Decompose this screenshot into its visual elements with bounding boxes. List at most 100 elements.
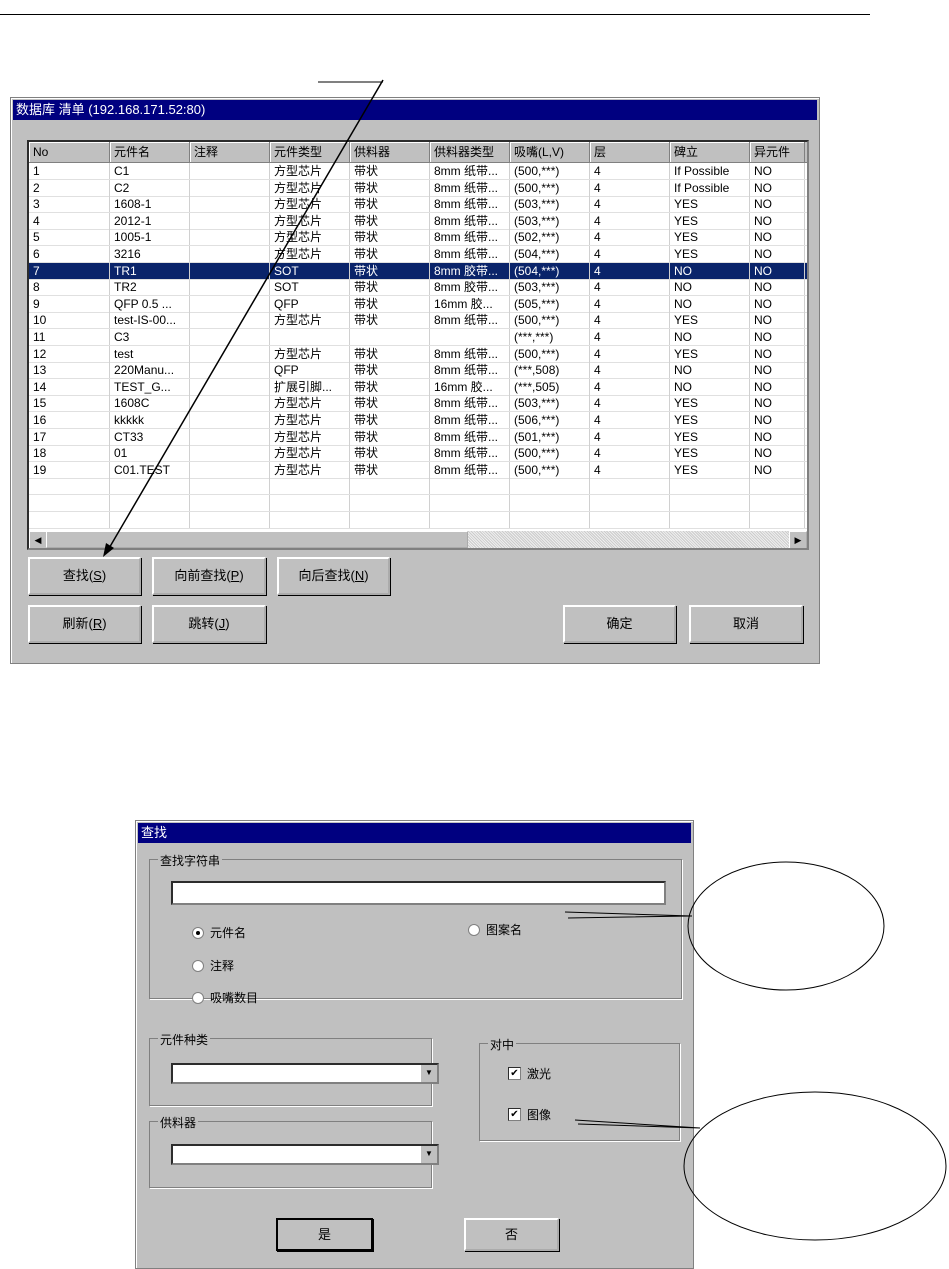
empty-row[interactable] — [29, 478, 807, 496]
table-cell: 1608C — [110, 395, 190, 412]
search-input[interactable] — [171, 881, 666, 905]
table-cell: 4 — [590, 412, 670, 428]
radio-comment[interactable]: 注释 — [192, 957, 234, 974]
table-cell — [350, 511, 430, 528]
table-cell: (500,***) — [510, 445, 590, 462]
table-cell: 18 — [29, 445, 110, 462]
table-cell: (506,***) — [510, 412, 590, 428]
table-row[interactable]: 9 QFP 0.5 ... QFP 带状 16mm 胶... (505,***) 4 NO NO — [29, 295, 807, 313]
horizontal-scrollbar[interactable]: ◀ ▶ — [29, 531, 807, 548]
jump-button[interactable]: 跳转(J) — [152, 605, 266, 643]
table-cell: SOT — [270, 279, 350, 296]
table-row[interactable]: 3 1608-1 方型芯片 带状 8mm 纸带... (503,***) 4 YES NO — [29, 196, 807, 214]
table-cell — [190, 212, 270, 229]
table-row[interactable]: 11 C3 (***,***) 4 NO NO — [29, 329, 807, 346]
table-cell — [29, 495, 110, 511]
table-cell: 8mm 纸带... — [430, 212, 510, 229]
table-cell: (500,***) — [510, 345, 590, 362]
table-cell: 5 — [29, 229, 110, 246]
table-cell: (500,***) — [510, 312, 590, 329]
table-cell: 10 — [29, 312, 110, 329]
radio-icon — [192, 959, 204, 972]
chevron-down-icon[interactable]: ▼ — [420, 1146, 437, 1163]
table-cell: (501,***) — [510, 428, 590, 445]
find-next-button[interactable]: 向后查找(N) — [277, 557, 390, 595]
table-cell: 4 — [590, 295, 670, 312]
scroll-right-button[interactable]: ▶ — [789, 531, 807, 548]
table-cell: 01 — [110, 445, 190, 462]
table-row[interactable]: 7 TR1 SOT 带状 8mm 胶带... (504,***) 4 NO NO — [29, 262, 807, 280]
table-row[interactable]: 19 C01.TEST 方型芯片 带状 8mm 纸带... (500,***) 4 YES NO — [29, 461, 807, 479]
column-header[interactable]: 层 — [590, 142, 670, 162]
yes-button[interactable]: 是 — [276, 1218, 373, 1251]
table-row[interactable]: 4 2012-1 方型芯片 带状 8mm 纸带... (503,***) 4 YES NO — [29, 212, 807, 230]
radio-pattern-name[interactable]: 图案名 — [468, 921, 522, 938]
table-cell: 4 — [590, 196, 670, 213]
table-cell — [29, 511, 110, 528]
table-cell: 8mm 纸带... — [430, 246, 510, 262]
table-cell: 14 — [29, 378, 110, 395]
table-cell: 方型芯片 — [270, 461, 350, 478]
table-row[interactable]: 12 test 方型芯片 带状 8mm 纸带... (500,***) 4 YES NO — [29, 345, 807, 363]
ok-button[interactable]: 确定 — [563, 605, 676, 643]
radio-part-name[interactable]: 元件名 — [192, 924, 246, 941]
centering-group: 对中 ✔ 激光 ✔ 图像 — [479, 1036, 680, 1141]
table-cell — [750, 511, 805, 528]
image-checkbox[interactable]: ✔ 图像 — [508, 1106, 551, 1123]
check-icon: ✔ — [508, 1108, 521, 1121]
table-row[interactable]: 8 TR2 SOT 带状 8mm 胶带... (503,***) 4 NO NO — [29, 279, 807, 297]
laser-checkbox[interactable]: ✔ 激光 — [508, 1065, 551, 1082]
column-header[interactable]: 碑立 — [670, 142, 750, 162]
table-cell — [190, 378, 270, 395]
radio-nozzle-count[interactable]: 吸嘴数目 — [192, 989, 258, 1006]
column-header[interactable]: 元件名 — [110, 142, 190, 162]
column-header[interactable]: 异元件 — [750, 142, 805, 162]
empty-row[interactable] — [29, 511, 807, 529]
table-row[interactable]: 16 kkkkk 方型芯片 带状 8mm 纸带... (506,***) 4 YES NO — [29, 412, 807, 429]
table-cell: 4 — [590, 461, 670, 478]
find-button[interactable]: 查找(S) — [28, 557, 141, 595]
part-type-select[interactable]: ▼ — [171, 1063, 439, 1084]
table-row[interactable]: 17 CT33 方型芯片 带状 8mm 纸带... (501,***) 4 YES NO — [29, 428, 807, 446]
table-cell: C01.TEST — [110, 461, 190, 478]
column-header[interactable]: 注释 — [190, 142, 270, 162]
table-cell: NO — [750, 163, 805, 179]
table-cell: 4 — [590, 163, 670, 179]
column-header[interactable]: 元件类型 — [270, 142, 350, 162]
table-row[interactable]: 1 C1 方型芯片 带状 8mm 纸带... (500,***) 4 If Possible N… — [29, 163, 807, 180]
table-row[interactable]: 14 TEST_G... 扩展引脚... 带状 16mm 胶... (***,505) 4 N… — [29, 378, 807, 396]
column-header[interactable]: 供料器类型 — [430, 142, 510, 162]
table-cell: 8mm 纸带... — [430, 163, 510, 179]
table-cell: 8mm 纸带... — [430, 345, 510, 362]
table-cell: (500,***) — [510, 179, 590, 196]
chevron-down-icon[interactable]: ▼ — [420, 1065, 437, 1082]
table-row[interactable]: 15 1608C 方型芯片 带状 8mm 纸带... (503,***) 4 YES NO — [29, 395, 807, 413]
cancel-button[interactable]: 取消 — [689, 605, 803, 643]
table-row[interactable]: 13 220Manu... QFP 带状 8mm 纸带... (***,508) 4 NO NO — [29, 362, 807, 380]
table-cell — [190, 279, 270, 296]
table-cell: TR1 — [110, 262, 190, 279]
table-row[interactable]: 18 01 方型芯片 带状 8mm 纸带... (500,***) 4 YES NO — [29, 445, 807, 463]
table-row[interactable]: 10 test-IS-00... 方型芯片 带状 8mm 纸带... (500,***) 4… — [29, 312, 807, 330]
table-row[interactable]: 6 3216 方型芯片 带状 8mm 纸带... (504,***) 4 YES NO — [29, 246, 807, 263]
table-cell: (***,508) — [510, 362, 590, 379]
find-prev-button[interactable]: 向前查找(P) — [152, 557, 266, 595]
table-cell: 4 — [590, 179, 670, 196]
table-cell: SOT — [270, 262, 350, 279]
page-top-rule — [0, 14, 870, 15]
no-button[interactable]: 否 — [464, 1218, 559, 1251]
column-header[interactable]: 供料器 — [350, 142, 430, 162]
table-cell: YES — [670, 412, 750, 428]
column-header[interactable]: No — [29, 142, 110, 162]
table-cell — [190, 478, 270, 495]
table-row[interactable]: 2 C2 方型芯片 带状 8mm 纸带... (500,***) 4 If Possible N… — [29, 179, 807, 197]
refresh-button[interactable]: 刷新(R) — [28, 605, 141, 643]
feeder-select[interactable]: ▼ — [171, 1144, 439, 1165]
table-cell: 13 — [29, 362, 110, 379]
table-row[interactable]: 5 1005-1 方型芯片 带状 8mm 纸带... (502,***) 4 YES NO — [29, 229, 807, 247]
table-cell — [270, 478, 350, 495]
column-header[interactable]: 吸嘴(L,V) — [510, 142, 590, 162]
empty-row[interactable] — [29, 495, 807, 512]
callout-ellipse-1 — [687, 861, 885, 991]
scroll-thumb[interactable] — [46, 531, 468, 548]
